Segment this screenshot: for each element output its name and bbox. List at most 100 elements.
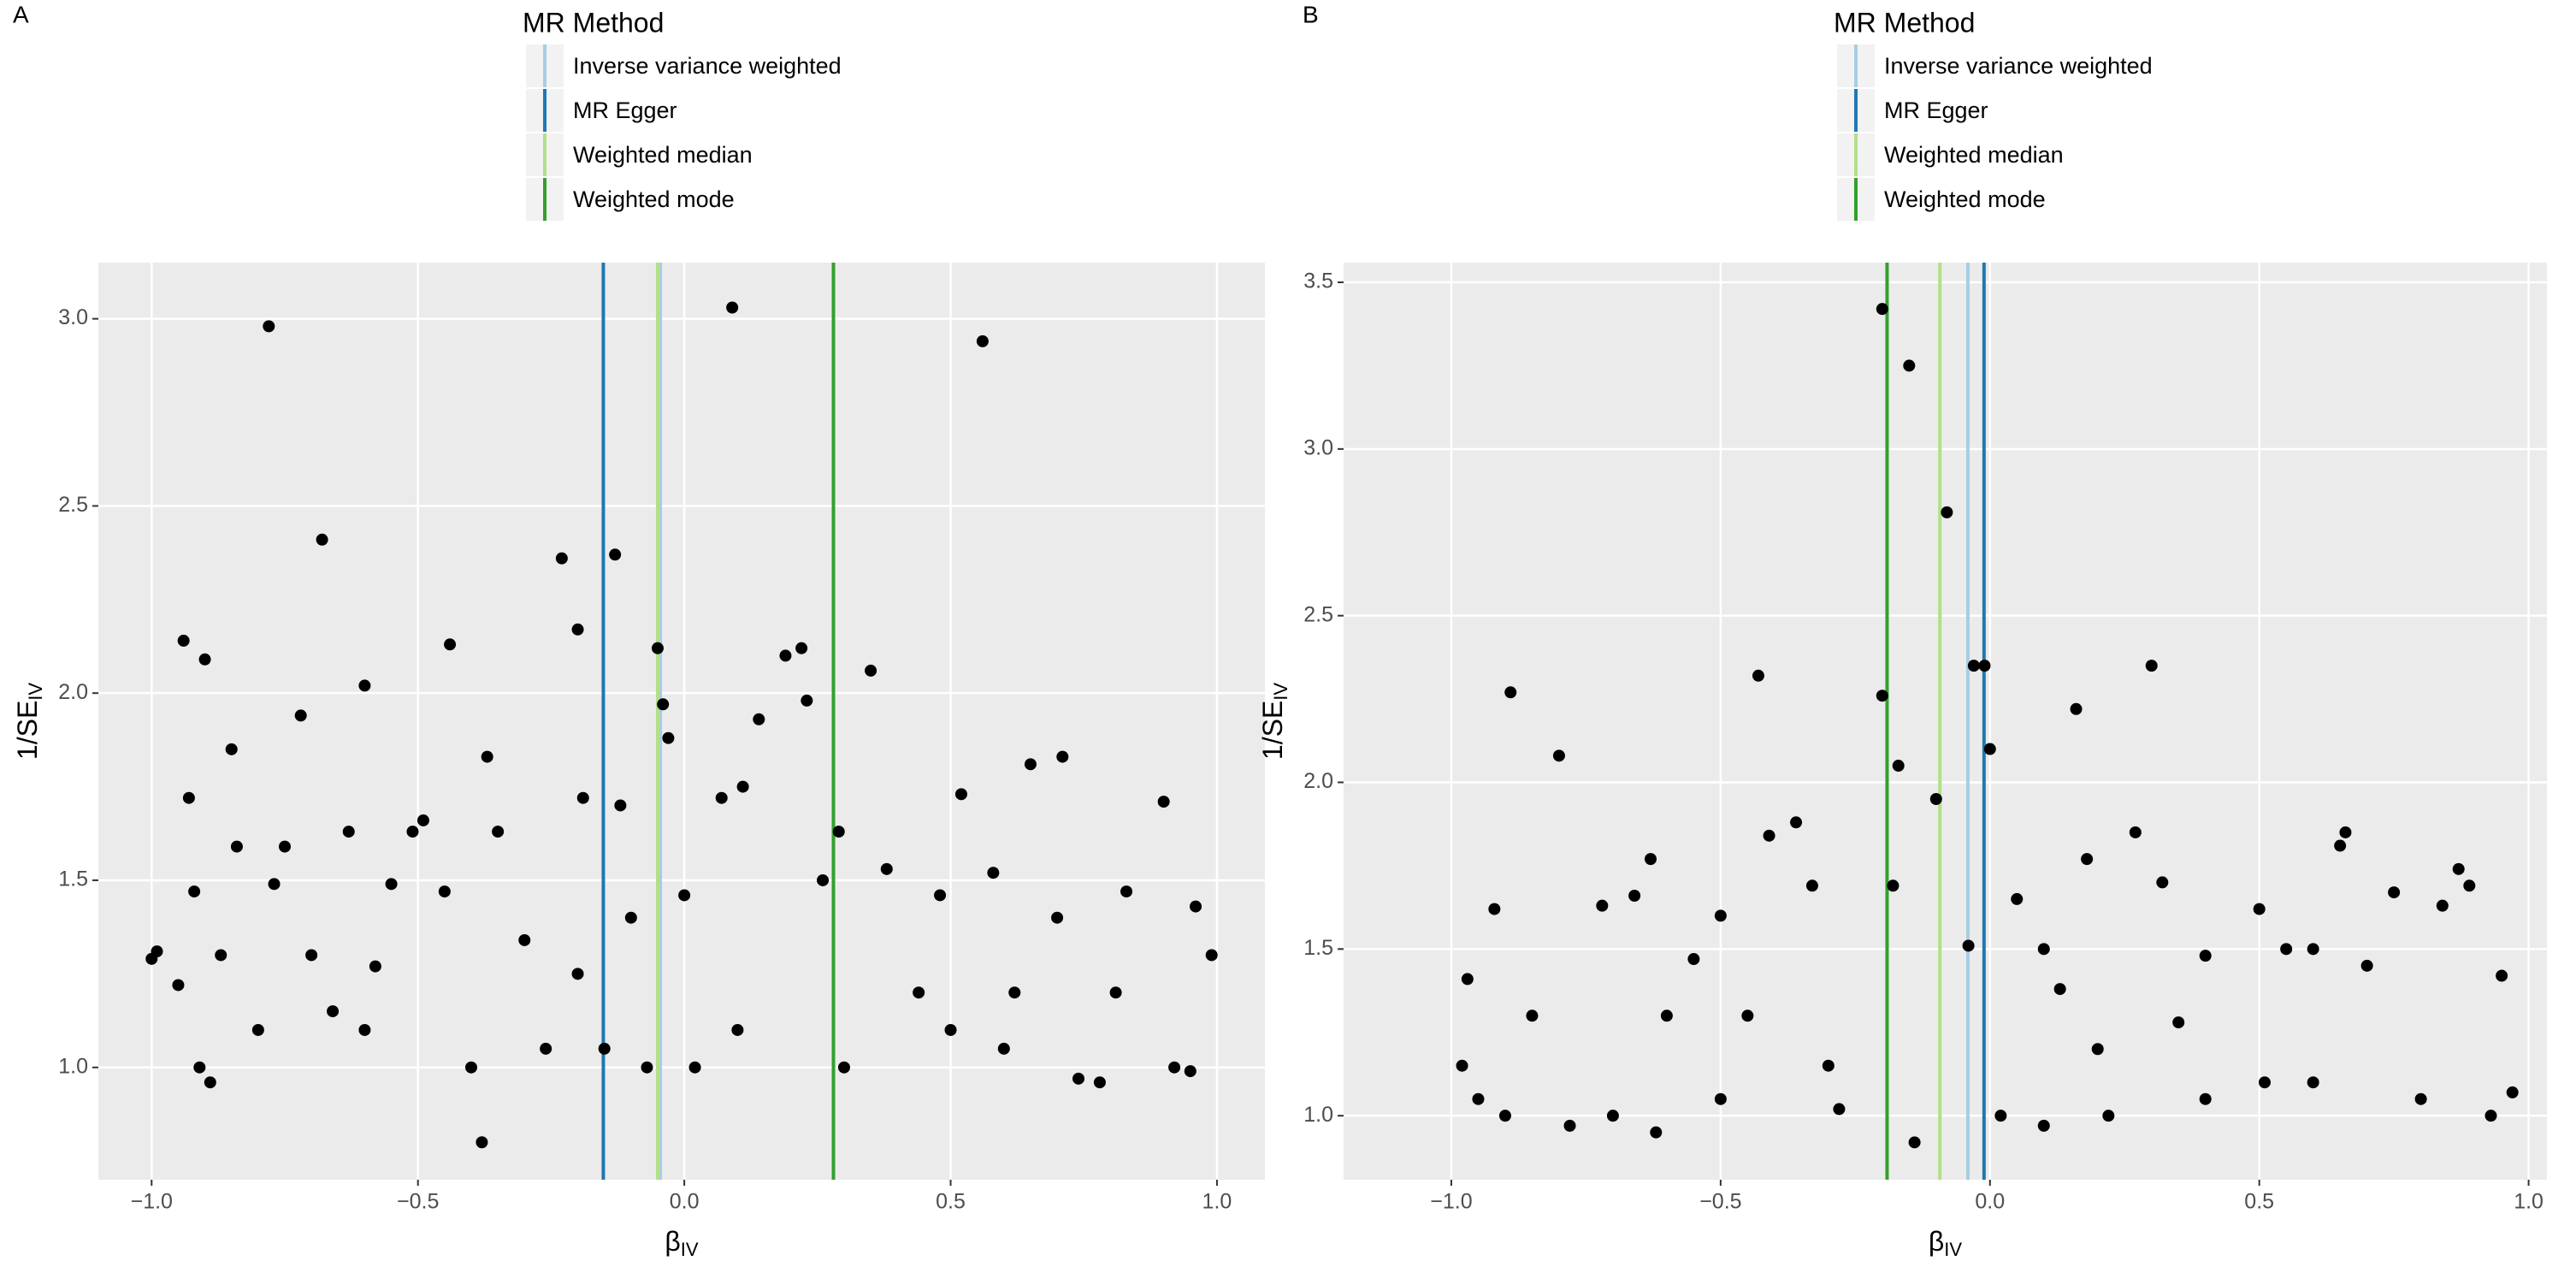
point xyxy=(2258,1076,2271,1089)
point xyxy=(614,799,627,812)
point xyxy=(2037,1119,2050,1132)
point xyxy=(880,862,893,875)
point xyxy=(2280,943,2293,956)
point xyxy=(1714,909,1727,922)
point xyxy=(1892,760,1905,773)
point xyxy=(1714,1092,1727,1105)
point xyxy=(2339,826,2352,838)
point xyxy=(2414,1092,2427,1105)
point xyxy=(609,548,622,561)
point xyxy=(327,1005,340,1018)
point xyxy=(1967,660,1980,672)
point xyxy=(624,911,637,924)
y-tick-label: 3.0 xyxy=(1303,435,1333,459)
point xyxy=(2081,853,2094,866)
y-axis-label-main: 1/SE xyxy=(12,701,43,760)
x-tick-label: 1.0 xyxy=(1202,1190,1232,1214)
point xyxy=(1504,686,1517,699)
point xyxy=(731,1023,744,1036)
y-tick-label: 1.5 xyxy=(58,867,88,891)
panel-label: B xyxy=(1303,1,1319,27)
point xyxy=(2436,899,2449,912)
x-tick-label: 1.0 xyxy=(2514,1190,2544,1214)
point xyxy=(2053,983,2066,996)
point xyxy=(1822,1059,1835,1072)
point xyxy=(657,698,670,711)
point xyxy=(1488,903,1501,915)
point xyxy=(406,826,419,838)
point xyxy=(251,1023,264,1036)
point xyxy=(476,1136,488,1149)
point xyxy=(1168,1061,1181,1074)
y-axis-label: 1/SEIV xyxy=(12,683,45,760)
x-tick-label: 0.5 xyxy=(2244,1190,2274,1214)
point xyxy=(1887,879,1900,892)
y-axis-label-main: 1/SE xyxy=(1257,701,1288,760)
point xyxy=(1157,796,1170,808)
x-axis-label-main: β xyxy=(665,1226,680,1257)
plot-background xyxy=(98,263,1265,1180)
point xyxy=(2145,660,2158,672)
y-tick-label: 2.5 xyxy=(58,493,88,517)
point xyxy=(2484,1110,2497,1122)
point xyxy=(342,826,355,838)
panel-label: A xyxy=(13,1,29,27)
point xyxy=(2172,1016,2185,1029)
y-axis-label: 1/SEIV xyxy=(1257,683,1291,760)
point xyxy=(753,713,765,725)
y-axis-label-sub: IV xyxy=(25,683,46,701)
y-axis-label-sub: IV xyxy=(1270,683,1291,701)
legend-label: Inverse variance weighted xyxy=(573,53,842,79)
legend-label: MR Egger xyxy=(1884,98,1988,123)
point xyxy=(1205,949,1218,962)
point xyxy=(1805,879,1818,892)
point xyxy=(358,679,371,692)
point xyxy=(438,885,451,898)
point xyxy=(1763,829,1775,842)
x-tick-label: −0.5 xyxy=(1699,1190,1741,1214)
point xyxy=(715,791,728,804)
point xyxy=(177,634,190,647)
point xyxy=(934,889,947,902)
legend-label: Weighted mode xyxy=(573,186,735,212)
point xyxy=(865,664,877,677)
point xyxy=(1644,853,1657,866)
point xyxy=(1790,816,1803,829)
point xyxy=(1008,986,1021,999)
point xyxy=(1994,1110,2007,1122)
point xyxy=(726,301,739,314)
point xyxy=(1941,506,1953,518)
point xyxy=(225,743,238,755)
point xyxy=(817,873,830,886)
point xyxy=(540,1042,552,1055)
point xyxy=(2070,702,2083,715)
point xyxy=(2253,903,2266,915)
point xyxy=(598,1042,611,1055)
point xyxy=(2129,826,2142,838)
point xyxy=(1903,359,1916,372)
point xyxy=(1093,1076,1106,1089)
x-tick-label: 0.5 xyxy=(936,1190,966,1214)
point xyxy=(2506,1086,2519,1098)
point xyxy=(688,1061,701,1074)
point xyxy=(2360,959,2373,972)
point xyxy=(641,1061,653,1074)
point xyxy=(1552,749,1565,762)
point xyxy=(1526,1009,1539,1022)
point xyxy=(1456,1059,1468,1072)
legend-label: Weighted median xyxy=(573,142,753,168)
point xyxy=(678,889,691,902)
point xyxy=(198,653,211,666)
point xyxy=(1628,889,1641,902)
x-axis-label-sub: IV xyxy=(681,1239,699,1260)
point xyxy=(832,826,845,838)
point xyxy=(230,840,243,853)
point xyxy=(571,623,584,636)
point xyxy=(1461,973,1474,986)
point xyxy=(1190,900,1202,913)
point xyxy=(954,788,967,801)
point xyxy=(172,979,185,992)
point xyxy=(2037,943,2050,956)
point xyxy=(464,1061,477,1074)
legend-label: Weighted median xyxy=(1884,142,2064,168)
